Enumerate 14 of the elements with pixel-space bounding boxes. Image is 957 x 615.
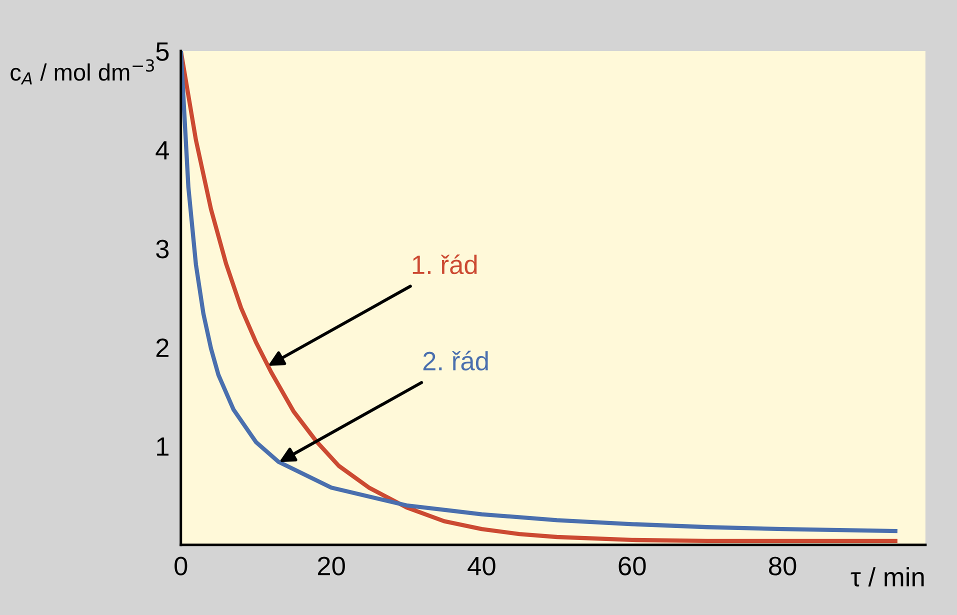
- x-tick-label: 40: [468, 556, 496, 576]
- x-tick-label: 80: [769, 556, 796, 576]
- y-tick-label: 3: [156, 240, 169, 258]
- text: 1. řád: [412, 254, 477, 274]
- x-tick-label: 20: [318, 556, 345, 576]
- x-tick-label: 60: [618, 556, 646, 576]
- y-tick-label: 5: [156, 42, 169, 61]
- x-axis-title: τ / min: [850, 567, 924, 586]
- y-tick-label: 2: [156, 338, 168, 357]
- x-tick-label: 0: [174, 556, 188, 576]
- y-axis-title: c$_{A}$ / mol dm$^{−3}$: [10, 59, 154, 84]
- y-tick-label: 1: [157, 438, 168, 456]
- y-tick-label: 4: [156, 141, 169, 160]
- text: 2. řád: [423, 350, 488, 370]
